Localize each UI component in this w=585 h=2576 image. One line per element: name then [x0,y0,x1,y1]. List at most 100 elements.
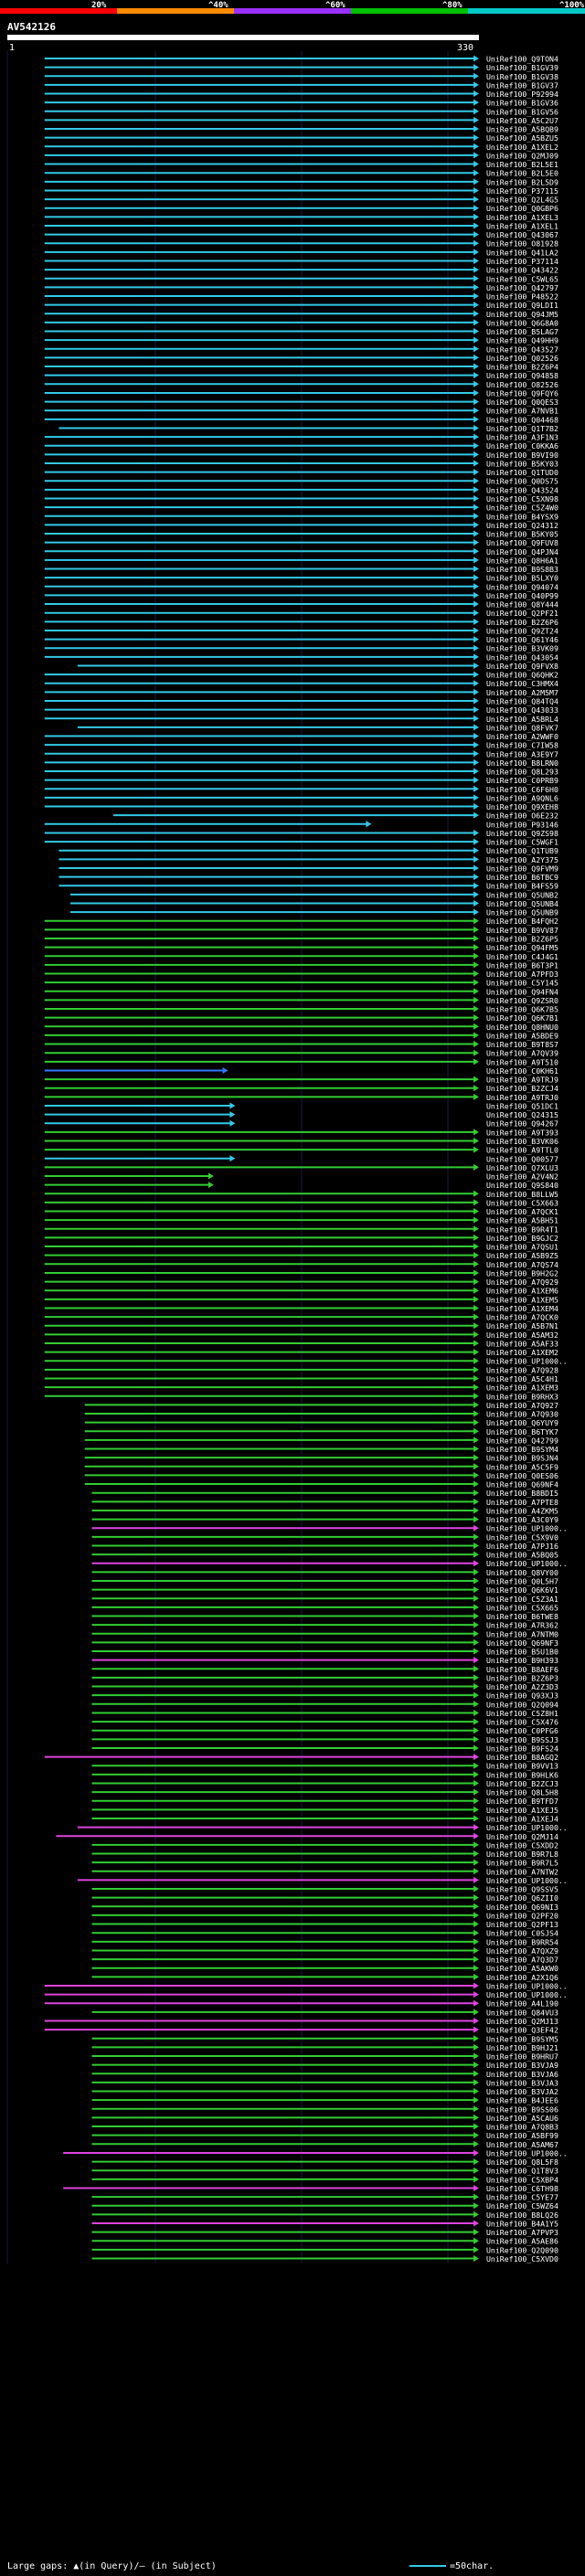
hit-row[interactable]: UniRef100_B8AEF6 [91,1665,558,1674]
hit-row[interactable]: UniRef100_Q6QHK2 [44,671,558,680]
hit-row[interactable]: UniRef100_C0KH61 [44,1066,558,1076]
hit-label[interactable]: UniRef100_C0SJS4 [486,1929,558,1938]
hit-row[interactable]: UniRef100_B9RR54 [91,1937,558,1946]
hit-row[interactable]: UniRef100_A1XEM4 [44,1304,558,1313]
hit-row[interactable]: UniRef100_A7Q8B3 [91,2123,558,2132]
hit-row[interactable]: UniRef100_A7R362 [91,1621,558,1630]
hit-label[interactable]: UniRef100_Q0L5H7 [486,1576,558,1585]
hit-label[interactable]: UniRef100_A9TRJ9 [486,1076,558,1085]
hit-label[interactable]: UniRef100_Q6K7B1 [486,1013,558,1023]
hit-label[interactable]: UniRef100_UP1000.. [486,1559,568,1568]
hit-row[interactable]: UniRef100_B6TBC9 [58,873,558,882]
hit-label[interactable]: UniRef100_Q0QES3 [486,398,558,407]
hit-label[interactable]: UniRef100_A7Q8B3 [486,2123,558,2132]
hit-label[interactable]: UniRef100_B5KY05 [486,530,558,539]
hit-label[interactable]: UniRef100_P48522 [486,292,558,302]
hit-label[interactable]: UniRef100_B3VJA2 [486,2087,558,2096]
hit-row[interactable]: UniRef100_Q69NF4 [84,1480,558,1489]
hit-row[interactable]: UniRef100_A7Q929 [44,1277,558,1287]
hit-label[interactable]: UniRef100_B1GV39 [486,63,558,72]
hit-row[interactable]: UniRef100_B5KY03 [44,459,558,468]
hit-label[interactable]: UniRef100_B9SSJ3 [486,1735,558,1744]
hit-row[interactable]: UniRef100_B5KY05 [44,530,558,539]
hit-label[interactable]: UniRef100_C0KKA6 [486,441,558,451]
hit-row[interactable]: UniRef100_Q8H6A1 [44,556,558,565]
hit-row[interactable]: UniRef100_Q7XLU3 [44,1163,558,1172]
hit-row[interactable]: UniRef100_Q04468 [44,415,558,424]
hit-row[interactable]: UniRef100_B8LLW5 [44,1190,558,1199]
hit-label[interactable]: UniRef100_Q02526 [486,354,558,363]
hit-label[interactable]: UniRef100_A1XEJ5 [486,1806,558,1815]
hit-row[interactable]: UniRef100_B2L5E0 [44,169,558,178]
hit-row[interactable]: UniRef100_Q2Q094 [91,1700,558,1709]
hit-label[interactable]: UniRef100_C5XN98 [486,494,558,504]
hit-row[interactable]: UniRef100_B9VV13 [91,1762,558,1771]
hit-label[interactable]: UniRef100_Q1T8V3 [486,2167,558,2176]
hit-label[interactable]: UniRef100_A2X1Q6 [486,1973,558,1982]
hit-label[interactable]: UniRef100_Q5UNB2 [486,890,558,899]
hit-row[interactable]: UniRef100_P37115 [44,186,558,196]
hit-row[interactable]: UniRef100_Q9FVX8 [77,662,558,671]
hit-label[interactable]: UniRef100_B9GJC2 [486,1234,558,1243]
hit-row[interactable]: UniRef100_B8LRN0 [44,758,558,768]
hit-label[interactable]: UniRef100_Q43422 [486,266,558,275]
hit-row[interactable]: UniRef100_Q9FVM9 [58,864,558,873]
hit-label[interactable]: UniRef100_Q94074 [486,582,558,591]
hit-row[interactable]: UniRef100_B3VJA6 [91,2070,558,2079]
hit-row[interactable]: UniRef100_B5LAG7 [44,327,558,336]
hit-label[interactable]: UniRef100_C5X665 [486,1603,558,1612]
hit-row[interactable]: UniRef100_UP1000.. [91,1559,568,1568]
hit-row[interactable]: UniRef100_B9VV87 [44,926,558,935]
hit-label[interactable]: UniRef100_A7Q928 [486,1365,558,1374]
hit-label[interactable]: UniRef100_B8AEF6 [486,1665,558,1674]
hit-row[interactable]: UniRef100_B8BDI5 [91,1489,558,1498]
hit-label[interactable]: UniRef100_B9VI90 [486,451,558,460]
hit-row[interactable]: UniRef100_Q2PF20 [91,1911,558,1920]
hit-label[interactable]: UniRef100_A2Z3D3 [486,1682,558,1691]
hit-row[interactable]: UniRef100_Q42799 [84,1436,558,1445]
hit-row[interactable]: UniRef100_B5U1B0 [91,1648,558,1657]
hit-label[interactable]: UniRef100_B4YSX9 [486,512,558,521]
hit-label[interactable]: UniRef100_B9SS06 [486,2104,558,2114]
hit-label[interactable]: UniRef100_Q2PF20 [486,1911,558,1920]
hit-row[interactable]: UniRef100_A5AM32 [44,1330,558,1340]
hit-label[interactable]: UniRef100_C5X476 [486,1718,558,1727]
hit-label[interactable]: UniRef100_A2V4N2 [486,1172,558,1182]
hit-row[interactable]: UniRef100_A1XEJ4 [91,1815,558,1824]
hit-label[interactable]: UniRef100_Q84TQ4 [486,696,558,705]
hit-label[interactable]: UniRef100_A5BH51 [486,1216,558,1225]
hit-label[interactable]: UniRef100_Q24315 [486,1110,558,1119]
hit-row[interactable]: UniRef100_Q9ZSR0 [44,996,558,1005]
hit-label[interactable]: UniRef100_C5X9V0 [486,1532,558,1542]
hit-row[interactable]: UniRef100_Q84TQ4 [44,696,558,705]
hit-row[interactable]: UniRef100_A7PJ16 [91,1542,558,1551]
hit-label[interactable]: UniRef100_Q94FN4 [486,987,558,996]
hit-row[interactable]: UniRef100_C5WGF1 [44,838,558,847]
hit-label[interactable]: UniRef100_Q84VU3 [486,2008,558,2017]
hit-row[interactable]: UniRef100_Q2PF21 [44,609,558,618]
hit-row[interactable]: UniRef100_B2L5E1 [44,160,558,169]
hit-label[interactable]: UniRef100_C5XBP4 [486,2175,558,2184]
hit-label[interactable]: UniRef100_UP1000.. [486,1524,568,1533]
hit-label[interactable]: UniRef100_Q1TUD0 [486,468,558,477]
hit-row[interactable]: UniRef100_Q6YUY9 [84,1418,558,1427]
hit-label[interactable]: UniRef100_Q2MJ13 [486,2017,558,2026]
hit-label[interactable]: UniRef100_B8BDI5 [486,1489,558,1498]
hit-label[interactable]: UniRef100_B2Z6P5 [486,935,558,944]
hit-label[interactable]: UniRef100_C5XVD0 [486,2254,558,2263]
hit-label[interactable]: UniRef100_B9TFD7 [486,1797,558,1806]
hit-row[interactable]: UniRef100_Q8L5F8 [91,2157,558,2167]
hit-row[interactable]: UniRef100_Q9ZS98 [44,829,558,838]
hit-label[interactable]: UniRef100_C5Z3A1 [486,1595,558,1604]
hit-row[interactable]: UniRef100_C5Z4W0 [44,504,558,513]
hit-row[interactable]: UniRef100_A5BQ05 [91,1551,558,1560]
hit-label[interactable]: UniRef100_A1XEM6 [486,1287,558,1296]
hit-row[interactable]: UniRef100_B9HLK6 [91,1770,558,1779]
hit-row[interactable]: UniRef100_A7QSU1 [44,1243,558,1252]
hit-label[interactable]: UniRef100_A7PFD3 [486,970,558,979]
hit-row[interactable]: UniRef100_Q42797 [44,283,558,292]
hit-row[interactable]: UniRef100_B2ZCJ3 [91,1779,558,1788]
hit-row[interactable]: UniRef100_Q0ES06 [84,1471,558,1480]
hit-label[interactable]: UniRef100_Q94858 [486,371,558,380]
hit-label[interactable]: UniRef100_B3VK06 [486,1137,558,1146]
